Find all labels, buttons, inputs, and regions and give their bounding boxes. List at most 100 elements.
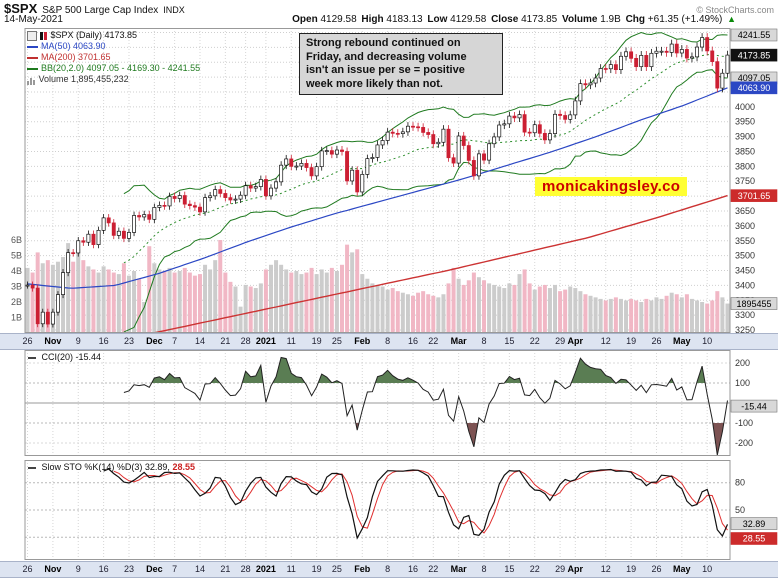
x-tick-label: 8 (481, 564, 487, 574)
x-tick-label: 16 (98, 564, 109, 574)
x-tick-label: Feb (354, 564, 371, 574)
symbol: $SPX (4, 1, 38, 16)
x-tick-label: 21 (220, 336, 231, 346)
x-tick-label: Mar (450, 564, 467, 574)
svg-text:3650: 3650 (735, 206, 755, 216)
svg-text:3600: 3600 (735, 221, 755, 231)
index-name: S&P 500 Large Cap Index (42, 5, 159, 16)
chg-value: +61.35 (+1.49%) (647, 14, 723, 25)
annotation-line-1: Strong rebound continued on (306, 37, 461, 49)
chart-type-icon (27, 30, 37, 41)
svg-text:3900: 3900 (735, 132, 755, 142)
svg-text:1895455: 1895455 (736, 299, 771, 309)
svg-text:3300: 3300 (735, 310, 755, 320)
x-tick-label: 21 (220, 564, 231, 574)
x-tick-label: 8 (385, 564, 391, 574)
chart-date: 14-May-2021 (4, 14, 63, 25)
svg-text:5B: 5B (11, 251, 22, 261)
chg-label: Chg (625, 14, 646, 25)
x-tick-label: 16 (407, 336, 419, 346)
x-tick-label: 10 (702, 336, 713, 346)
x-tick-label: 7 (172, 564, 178, 574)
svg-text:-100: -100 (735, 418, 753, 428)
x-tick-label: 12 (600, 336, 611, 346)
x-tick-label: 12 (600, 564, 611, 574)
x-tick-label: 8 (481, 336, 487, 346)
open-label: Open (292, 14, 318, 25)
svg-text:3B: 3B (11, 282, 22, 292)
svg-text:4063.90: 4063.90 (738, 83, 771, 93)
svg-text:3500: 3500 (735, 251, 755, 261)
svg-text:32.89: 32.89 (743, 519, 766, 529)
volume-bars-icon3 (33, 80, 35, 85)
main-chart-legend: $SPX (Daily) 4173.85 MA(50) 4063.90 MA(2… (27, 30, 200, 85)
svg-text:3850: 3850 (735, 146, 755, 156)
close-value: 4173.85 (521, 14, 558, 25)
x-tick-label: 16 (407, 564, 419, 574)
x-axis-bottom: 26 Nov 9 16 23 Dec 7 14 21 28 2021 11 19 25 Feb 8 16 22 Ma… (0, 561, 778, 578)
svg-text:200: 200 (735, 358, 750, 368)
legend-volume: Volume 1,895,455,232 (38, 74, 129, 84)
volume-bars-icon (27, 81, 29, 85)
annotation-line-2: Friday, and decreasing volume (306, 50, 467, 63)
x-tick-label: 14 (194, 564, 205, 574)
watermark: monicakingsley.co (535, 177, 688, 196)
x-axis-top: 26 Nov 9 16 23 Dec 7 14 21 28 2021 11 19 25 Feb 8 16 22 Ma… (0, 333, 778, 350)
x-tick-label: 16 (98, 336, 109, 346)
svg-text:3750: 3750 (735, 176, 755, 186)
x-tick-label: 26 (651, 336, 662, 346)
x-tick-label: 23 (123, 564, 134, 574)
x-tick-label: 19 (311, 336, 322, 346)
x-tick-label: 25 (331, 336, 342, 346)
x-tick-label: Nov (44, 564, 62, 574)
x-tick-label: 29 (555, 336, 566, 346)
x-tick-label: 22 (529, 336, 540, 346)
stochastics-legend: Slow STO %K(14) %D(3) 32.89, 28.55 (28, 462, 195, 472)
x-tick-label: 2021 (255, 336, 276, 346)
svg-text:4B: 4B (11, 266, 22, 276)
x-tick-label: 8 (385, 336, 391, 346)
annotation-line-3: isn't an issue per se = positive (306, 64, 465, 76)
x-tick-label: Dec (146, 564, 163, 574)
x-tick-label: 15 (504, 564, 515, 574)
x-tick-label: Dec (146, 336, 163, 346)
x-tick-label: 11 (286, 336, 296, 346)
svg-text:3701.65: 3701.65 (738, 191, 771, 201)
close-label: Close (491, 14, 519, 25)
svg-text:4241.55: 4241.55 (738, 30, 771, 40)
ma50-line-icon (27, 45, 38, 48)
copyright: © StockCharts.com (696, 5, 774, 15)
x-tick-label: Mar (450, 336, 467, 346)
exchange-label: INDX (163, 5, 185, 15)
x-tick-label: 9 (75, 564, 81, 574)
svg-text:4097.05: 4097.05 (738, 73, 771, 83)
svg-text:100: 100 (735, 378, 750, 388)
x-tick-label: 2021 (255, 564, 276, 574)
x-tick-label: 22 (428, 564, 439, 574)
x-tick-label: 14 (194, 336, 205, 346)
x-tick-label: Nov (44, 336, 62, 346)
svg-text:4000: 4000 (735, 102, 755, 112)
x-tick-label: 19 (626, 564, 637, 574)
volume-value: 1.9B (600, 14, 621, 25)
x-tick-label: 10 (702, 564, 713, 574)
cci-legend: CCI(20) -15.44 (28, 352, 101, 362)
svg-text:3450: 3450 (735, 266, 755, 276)
svg-text:3250: 3250 (735, 325, 755, 333)
volume-bars-icon2 (30, 78, 32, 85)
svg-text:6B: 6B (11, 235, 22, 245)
svg-text:28.55: 28.55 (743, 534, 766, 544)
ma200-line-icon (27, 56, 38, 59)
x-tick-label: Feb (354, 336, 371, 346)
analyst-annotation: Strong rebound continued on Friday, and … (299, 33, 503, 95)
x-tick-label: 19 (311, 564, 322, 574)
x-tick-label: 19 (626, 336, 637, 346)
x-tick-label: 26 (651, 564, 662, 574)
svg-text:3400: 3400 (735, 280, 755, 290)
up-arrow-icon: ▲ (727, 14, 736, 24)
x-tick-label: 25 (331, 564, 342, 574)
x-tick-label: May (673, 336, 691, 346)
cci-line-icon (28, 356, 36, 359)
